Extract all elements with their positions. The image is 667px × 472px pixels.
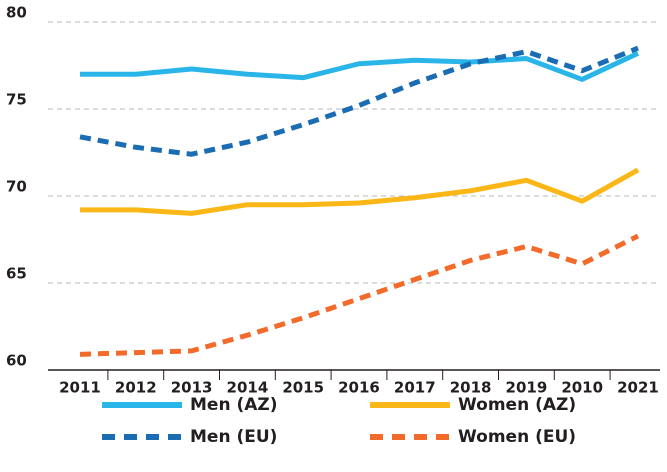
y-tick-label: 60 — [6, 352, 27, 370]
x-tick-label: 2016 — [338, 379, 380, 397]
legend-label: Women (EU) — [458, 427, 576, 447]
line — [79, 45, 639, 157]
y-tick-label: 80 — [6, 4, 27, 22]
y-tick-label: 65 — [6, 265, 27, 283]
x-tick-label: 2018 — [450, 379, 492, 397]
legend-label: Men (EU) — [190, 427, 277, 447]
x-tick-label: 2019 — [506, 379, 548, 397]
x-tick-label: 2013 — [171, 379, 213, 397]
line — [80, 51, 640, 82]
x-tick-label: 2014 — [227, 379, 269, 397]
x-tick-label: 2021 — [617, 379, 659, 397]
x-tick-label: 2012 — [115, 379, 157, 397]
legend-label: Men (AZ) — [190, 395, 278, 415]
y-tick-label: 70 — [6, 178, 27, 196]
x-tick-label: 2010 — [561, 379, 603, 397]
x-tick-label: 2015 — [282, 379, 324, 397]
y-tick-label: 75 — [6, 91, 27, 109]
legend-label: Women (AZ) — [458, 395, 576, 415]
line — [79, 233, 640, 357]
x-tick-label: 2011 — [59, 379, 101, 397]
line — [80, 167, 640, 216]
x-tick-label: 2017 — [394, 379, 436, 397]
